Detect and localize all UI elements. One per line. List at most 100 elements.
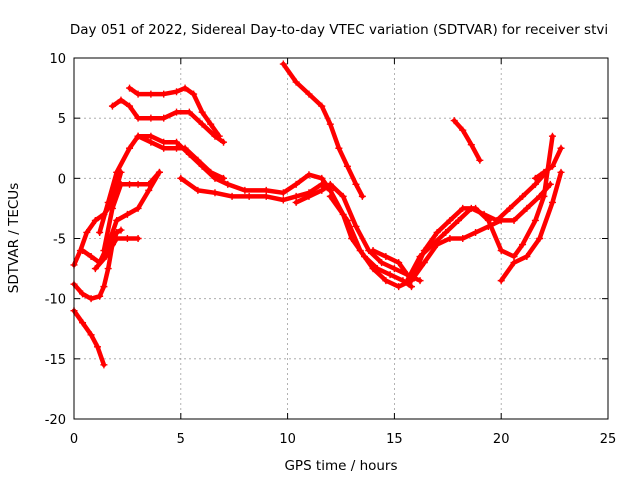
data-point (472, 228, 480, 236)
data-point (339, 192, 347, 200)
data-point (523, 253, 531, 261)
data-point (484, 216, 492, 224)
data-point (126, 102, 134, 110)
data-point (433, 228, 441, 236)
data-point (395, 259, 403, 267)
data-point (459, 235, 467, 242)
data-point (87, 253, 95, 261)
data-point (459, 126, 467, 134)
data-point (211, 189, 219, 197)
data-point (123, 235, 131, 242)
data-point (318, 102, 326, 110)
data-point (352, 180, 360, 188)
data-point (506, 204, 514, 212)
data-point (134, 90, 142, 98)
data-point (335, 144, 343, 152)
series-track-9 (126, 84, 223, 140)
data-point (510, 253, 518, 261)
data-point (113, 235, 121, 242)
data-point (318, 174, 326, 182)
data-point (160, 138, 168, 146)
data-point (147, 138, 155, 146)
x-tick-label: 15 (386, 432, 403, 447)
data-point (79, 319, 87, 327)
x-tick-label: 5 (177, 432, 185, 447)
series-track-10 (134, 132, 334, 197)
series-line (404, 170, 549, 283)
data-point (546, 180, 554, 188)
data-point (395, 283, 403, 291)
data-point (442, 228, 450, 236)
y-tick-label: 10 (49, 52, 66, 67)
data-point (472, 204, 480, 212)
data-point (292, 180, 300, 188)
x-tick-label: 0 (70, 432, 78, 447)
data-point (352, 222, 360, 230)
series-line (451, 118, 483, 163)
data-point (241, 186, 249, 194)
data-point (279, 60, 287, 68)
data-point (96, 228, 104, 236)
data-point (279, 196, 287, 204)
data-point (343, 162, 351, 170)
x-axis-label: GPS time / hours (284, 458, 397, 474)
data-point (198, 108, 206, 116)
data-point (557, 168, 565, 176)
data-point (420, 259, 428, 267)
data-point (173, 144, 181, 152)
y-tick-label: -20 (45, 413, 66, 428)
data-point (519, 192, 527, 200)
data-point (548, 162, 556, 170)
series-line (127, 85, 222, 139)
data-point (416, 277, 424, 285)
data-point (87, 331, 95, 339)
data-point (108, 204, 116, 212)
data-point (194, 186, 202, 194)
data-point (326, 120, 334, 128)
series-track-18 (497, 168, 565, 285)
data-point (540, 168, 548, 176)
data-point (454, 216, 462, 224)
data-point (450, 117, 458, 125)
data-point (96, 292, 104, 300)
data-point (407, 277, 415, 285)
data-point (181, 84, 189, 92)
data-point (292, 78, 300, 86)
data-point (113, 216, 121, 224)
data-point (382, 277, 390, 285)
series-track-2 (70, 226, 125, 303)
data-point (173, 108, 181, 116)
series-track-15 (403, 168, 550, 285)
data-point (531, 216, 539, 224)
data-point (279, 189, 287, 197)
data-point (93, 343, 101, 351)
data-point (548, 132, 556, 140)
data-point (326, 180, 334, 188)
data-point (215, 132, 223, 140)
data-point (262, 186, 270, 194)
data-point (160, 90, 168, 98)
data-point (207, 120, 215, 128)
data-point (198, 120, 206, 128)
data-point (117, 226, 125, 234)
data-point (100, 283, 108, 291)
data-point (305, 192, 313, 200)
series-track-6 (100, 168, 163, 255)
data-point (497, 277, 505, 285)
data-point (356, 247, 364, 255)
data-point (531, 174, 539, 182)
data-point (147, 132, 155, 140)
series-track-19 (531, 144, 565, 182)
data-point (134, 235, 142, 242)
data-point (459, 204, 467, 212)
data-point (117, 96, 125, 104)
data-point (134, 180, 142, 188)
data-point (446, 216, 454, 224)
data-point (510, 216, 518, 224)
data-point (117, 180, 125, 188)
data-point (147, 90, 155, 98)
data-point (228, 192, 236, 200)
data-point (420, 247, 428, 255)
x-tick-label: 25 (600, 432, 617, 447)
chart-title: Day 051 of 2022, Sidereal Day-to-day VTE… (70, 22, 608, 38)
